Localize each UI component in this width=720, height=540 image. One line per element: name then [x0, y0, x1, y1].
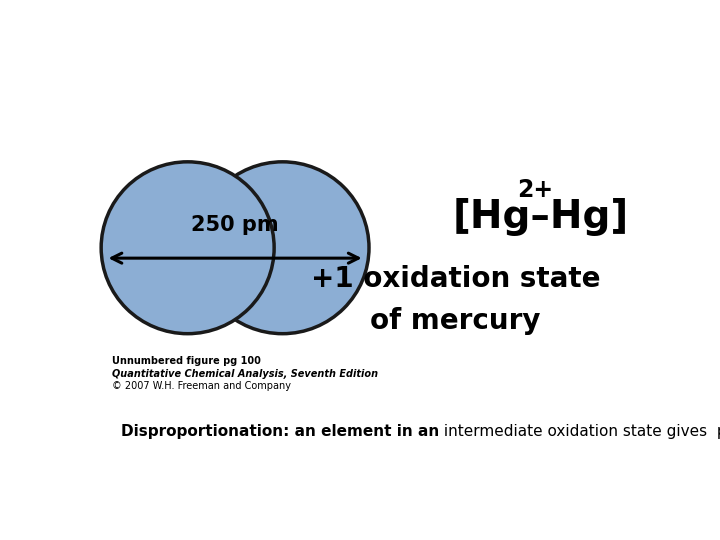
Text: © 2007 W.H. Freeman and Company: © 2007 W.H. Freeman and Company — [112, 381, 292, 391]
Text: 250 pm: 250 pm — [192, 215, 279, 235]
Ellipse shape — [101, 162, 274, 334]
Text: +1 oxidation state: +1 oxidation state — [311, 265, 600, 293]
Text: Disproportionation: an element in an: Disproportionation: an element in an — [121, 424, 439, 439]
Text: Unnumbered figure pg 100: Unnumbered figure pg 100 — [112, 356, 261, 366]
Ellipse shape — [196, 162, 369, 334]
Text: [Hg–Hg]: [Hg–Hg] — [453, 198, 629, 235]
Text: of mercury: of mercury — [370, 307, 541, 334]
Text: intermediate oxidation state gives  products.: intermediate oxidation state gives produ… — [439, 424, 720, 439]
Text: Quantitative Chemical Analysis, Seventh Edition: Quantitative Chemical Analysis, Seventh … — [112, 369, 379, 379]
Text: 2+: 2+ — [517, 178, 553, 201]
